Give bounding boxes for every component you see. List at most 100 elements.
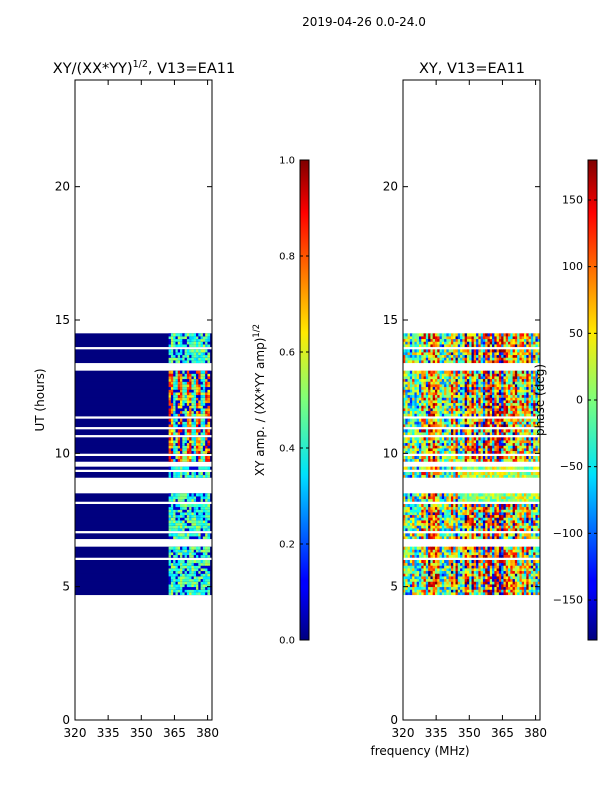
phase-cell: [526, 506, 529, 510]
amplitude-cell: [177, 418, 181, 422]
phase-cell: [535, 514, 539, 518]
phase-cell: [503, 509, 507, 513]
phase-cell: [423, 394, 427, 398]
phase-cell: [448, 386, 452, 390]
phase-cell: [524, 584, 527, 588]
phase-cell: [414, 421, 418, 425]
amplitude-cell: [193, 357, 197, 361]
phase-cell: [521, 402, 525, 406]
phase-cell: [469, 442, 472, 446]
phase-cell: [512, 589, 516, 593]
phase-cell: [496, 586, 500, 590]
phase-cell: [524, 578, 527, 582]
phase-cell: [480, 466, 484, 470]
amplitude-row: [75, 496, 212, 500]
amplitude-cell: [193, 448, 197, 452]
phase-cell: [482, 586, 486, 590]
amplitude-cell: [207, 397, 211, 401]
amplitude-cell: [186, 386, 190, 390]
phase-cell: [480, 584, 484, 588]
amplitude-cell: [177, 424, 181, 428]
amplitude-cell: [182, 341, 185, 345]
amplitude-cell: [186, 506, 190, 510]
phase-cell: [492, 458, 495, 462]
amplitude-cell: [170, 562, 174, 566]
phase-cell: [455, 536, 459, 540]
phase-cell: [469, 546, 472, 550]
amplitude-cell: [173, 336, 176, 340]
phase-cell: [535, 533, 539, 537]
amplitude-cell: [173, 552, 176, 556]
amplitude-cell: [177, 514, 181, 518]
phase-cell: [434, 394, 438, 398]
amplitude-cell: [180, 493, 183, 497]
phase-cell: [466, 389, 470, 393]
phase-cell: [414, 592, 418, 596]
phase-cell: [453, 456, 456, 460]
phase-cell: [469, 474, 472, 478]
amplitude-cell: [182, 442, 185, 446]
phase-cell: [505, 514, 509, 518]
amplitude-cell: [182, 525, 185, 529]
phase-cell: [430, 405, 434, 409]
phase-cell: [409, 592, 413, 596]
phase-cell: [416, 496, 420, 500]
phase-cell: [514, 405, 518, 409]
phase-cell: [489, 560, 493, 564]
phase-cell: [482, 493, 486, 497]
phase-cell: [482, 408, 486, 412]
amplitude-cell: [186, 402, 190, 406]
phase-cell: [432, 525, 436, 529]
amplitude-cell: [168, 514, 172, 518]
phase-cell: [439, 429, 443, 433]
phase-cell: [455, 549, 459, 553]
phase-cell: [505, 400, 509, 404]
phase-cell: [482, 472, 486, 476]
phase-cell: [416, 400, 420, 404]
phase-cell: [517, 509, 520, 513]
phase-cell: [439, 450, 443, 454]
phase-cell: [537, 562, 540, 566]
amplitude-cell: [193, 437, 197, 441]
phase-cell: [434, 405, 438, 409]
phase-cell: [414, 392, 418, 396]
phase-cell: [480, 448, 484, 452]
amplitude-cell: [175, 349, 179, 353]
phase-cell: [444, 506, 447, 510]
amplitude-cell: [205, 394, 208, 398]
phase-cell: [437, 421, 440, 425]
phase-cell: [471, 512, 475, 516]
phase-cell: [501, 402, 504, 406]
phase-cell: [521, 589, 525, 593]
amplitude-cell: [186, 442, 190, 446]
phase-cell: [505, 506, 509, 510]
phase-cell: [421, 525, 424, 529]
phase-cell: [510, 442, 513, 446]
amplitude-cell: [184, 344, 188, 348]
phase-cell: [405, 424, 408, 428]
phase-cell: [535, 432, 539, 436]
amplitude-cell: [182, 581, 185, 585]
phase-cell: [469, 514, 472, 518]
phase-cell: [492, 405, 495, 409]
phase-cell: [432, 528, 436, 532]
amplitude-cell: [198, 456, 201, 460]
phase-cell: [485, 450, 488, 454]
amplitude-cell: [189, 560, 192, 564]
phase-cell: [437, 554, 440, 558]
amplitude-row: [75, 354, 212, 358]
amplitude-cell: [191, 512, 195, 516]
amplitude-cell: [182, 522, 185, 526]
phase-cell: [480, 424, 484, 428]
phase-cell: [412, 589, 415, 593]
phase-cell: [455, 589, 459, 593]
amplitude-cell: [184, 386, 188, 390]
phase-cell: [501, 552, 504, 556]
phase-cell: [530, 514, 534, 518]
amplitude-cell: [200, 528, 204, 532]
phase-cell: [457, 472, 461, 476]
phase-cell: [496, 413, 500, 417]
phase-cell: [418, 450, 422, 454]
amplitude-cell: [189, 562, 192, 566]
phase-cell: [530, 525, 534, 529]
